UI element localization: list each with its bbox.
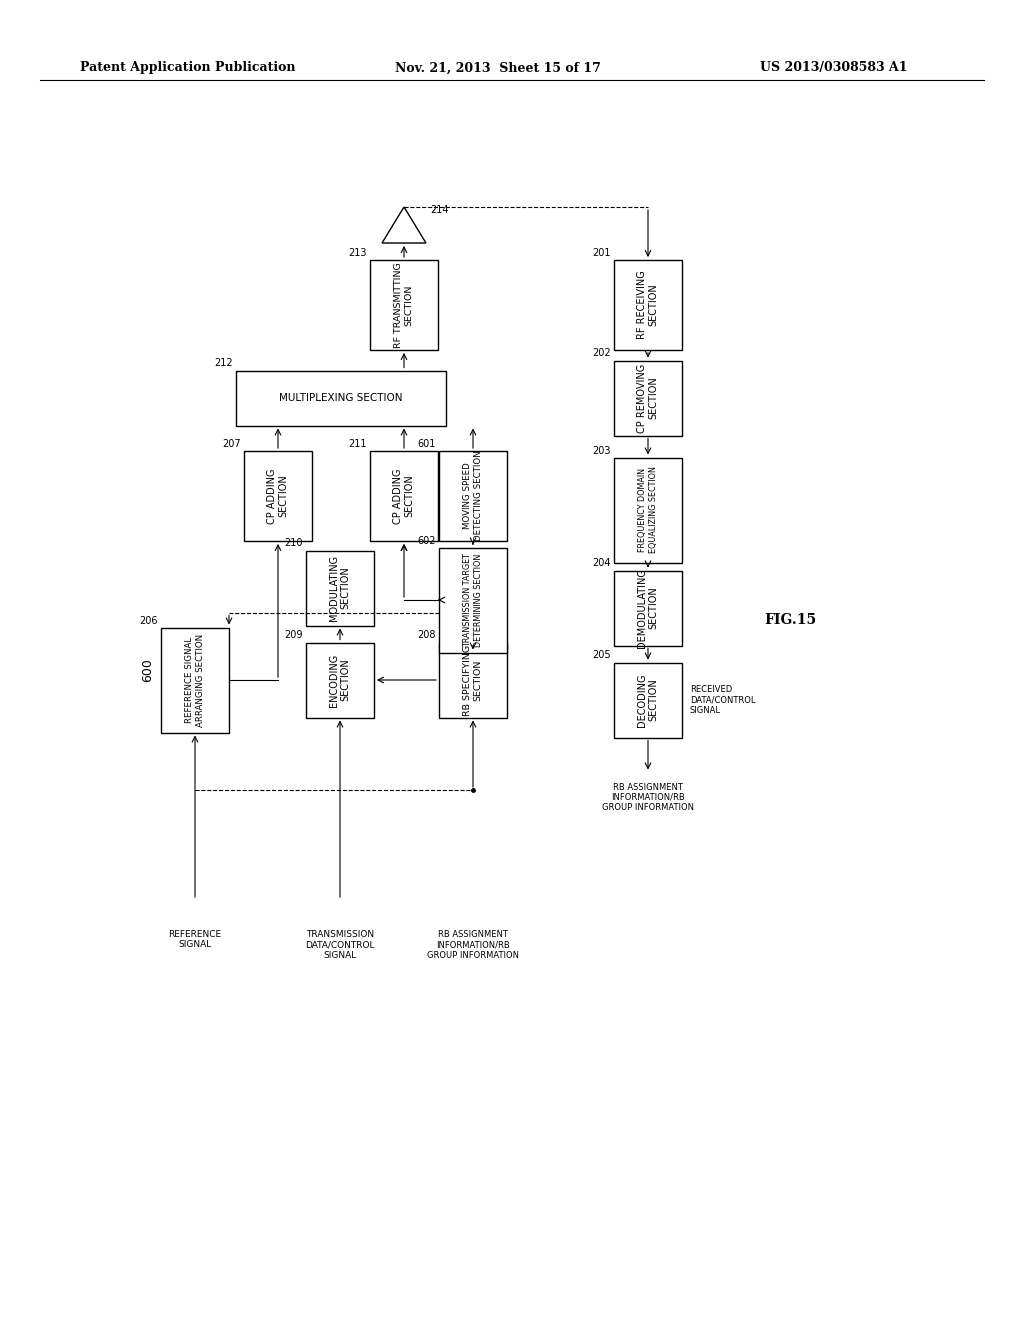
Text: CP ADDING
SECTION: CP ADDING SECTION: [267, 469, 289, 524]
Text: 601: 601: [418, 440, 436, 449]
Text: REFERENCE
SIGNAL: REFERENCE SIGNAL: [168, 931, 221, 949]
Text: CP REMOVING
SECTION: CP REMOVING SECTION: [637, 363, 658, 433]
Bar: [161, 627, 229, 733]
Text: RECEIVED
DATA/CONTROL
SIGNAL: RECEIVED DATA/CONTROL SIGNAL: [690, 685, 756, 715]
Bar: [614, 360, 682, 436]
Text: ENCODING
SECTION: ENCODING SECTION: [329, 653, 351, 706]
Text: TRANSMISSION TARGET
DETERMINING SECTION: TRANSMISSION TARGET DETERMINING SECTION: [463, 553, 482, 647]
Text: MODULATING
SECTION: MODULATING SECTION: [329, 554, 351, 622]
Text: 201: 201: [593, 248, 611, 257]
Text: FIG.15: FIG.15: [764, 612, 816, 627]
Bar: [244, 451, 312, 541]
Text: RB SPECIFYING
SECTION: RB SPECIFYING SECTION: [463, 644, 482, 715]
Text: 207: 207: [222, 440, 241, 449]
Text: 600: 600: [141, 659, 155, 682]
Text: 209: 209: [285, 631, 303, 640]
Bar: [439, 643, 507, 718]
Text: 202: 202: [592, 348, 611, 359]
Bar: [614, 260, 682, 350]
Text: US 2013/0308583 A1: US 2013/0308583 A1: [760, 62, 907, 74]
Bar: [614, 570, 682, 645]
Text: FREQUENCY DOMAIN
EQUALIZING SECTION: FREQUENCY DOMAIN EQUALIZING SECTION: [638, 466, 657, 553]
Bar: [439, 451, 507, 541]
Text: TRANSMISSION
DATA/CONTROL
SIGNAL: TRANSMISSION DATA/CONTROL SIGNAL: [305, 931, 375, 960]
Text: RF RECEIVING
SECTION: RF RECEIVING SECTION: [637, 271, 658, 339]
Text: Nov. 21, 2013  Sheet 15 of 17: Nov. 21, 2013 Sheet 15 of 17: [395, 62, 601, 74]
Text: 204: 204: [593, 558, 611, 569]
Text: MULTIPLEXING SECTION: MULTIPLEXING SECTION: [280, 393, 402, 403]
Text: RB ASSIGNMENT
INFORMATION/RB
GROUP INFORMATION: RB ASSIGNMENT INFORMATION/RB GROUP INFOR…: [427, 931, 519, 960]
Text: 210: 210: [285, 539, 303, 549]
Text: 602: 602: [418, 536, 436, 545]
Bar: [306, 643, 374, 718]
Text: 211: 211: [348, 440, 367, 449]
Text: 208: 208: [418, 631, 436, 640]
Bar: [370, 260, 438, 350]
Bar: [614, 458, 682, 562]
Text: 212: 212: [214, 359, 233, 368]
Bar: [439, 548, 507, 652]
Bar: [370, 451, 438, 541]
Bar: [306, 550, 374, 626]
Text: DEMODULATING
SECTION: DEMODULATING SECTION: [637, 568, 658, 648]
Text: RB ASSIGNMENT
INFORMATION/RB
GROUP INFORMATION: RB ASSIGNMENT INFORMATION/RB GROUP INFOR…: [602, 783, 694, 812]
Text: MOVING SPEED
DETECTING SECTION: MOVING SPEED DETECTING SECTION: [463, 450, 482, 541]
Text: 214: 214: [430, 205, 449, 215]
Text: Patent Application Publication: Patent Application Publication: [80, 62, 296, 74]
Bar: [236, 371, 446, 425]
Text: 203: 203: [593, 446, 611, 455]
Text: 206: 206: [139, 615, 158, 626]
Text: 213: 213: [348, 248, 367, 257]
Text: REFERENCE SIGNAL
ARRANGING SECTION: REFERENCE SIGNAL ARRANGING SECTION: [185, 634, 205, 726]
Bar: [614, 663, 682, 738]
Text: CP ADDING
SECTION: CP ADDING SECTION: [393, 469, 415, 524]
Text: RF TRANSMITTING
SECTION: RF TRANSMITTING SECTION: [394, 263, 414, 348]
Text: 205: 205: [592, 651, 611, 660]
Text: DECODING
SECTION: DECODING SECTION: [637, 673, 658, 727]
